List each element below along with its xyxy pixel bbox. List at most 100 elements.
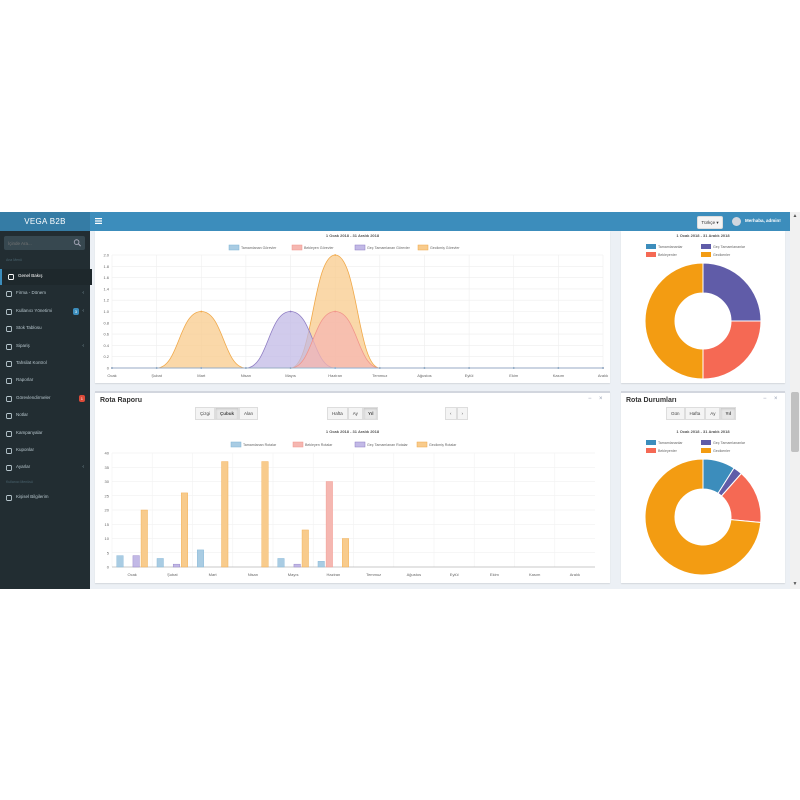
legend-swatch (701, 244, 711, 249)
x-tick-label: Ekim (509, 373, 519, 378)
legend-swatch (646, 448, 656, 453)
tasks-donut-box: 1 Ocak 2018 - 31 Aralık 2018 Tamamlananl… (621, 231, 785, 383)
brand-logo[interactable]: VEGA B2B (0, 212, 90, 231)
scroll-thumb[interactable] (791, 392, 799, 452)
period-month-button[interactable]: Ay (347, 407, 363, 420)
search-input[interactable] (4, 236, 80, 250)
bar (156, 558, 164, 568)
count-badge: 3 (72, 307, 79, 315)
sidebar-item-label: Raporlar (16, 377, 34, 383)
chart-type-bar-button[interactable]: Çubuk (215, 407, 240, 420)
close-icon[interactable]: × (774, 396, 778, 402)
sidebar-item-file[interactable]: Raporlar (0, 373, 90, 389)
data-point (200, 310, 203, 313)
data-point (334, 310, 337, 313)
page-scrollbar[interactable]: ▲ ▼ (790, 212, 800, 589)
y-tick-label: 0.2 (103, 354, 109, 359)
sidebar-item-bullhorn[interactable]: Kampanyalar (0, 426, 90, 442)
chart-type-line-button[interactable]: Çizgi (195, 407, 216, 420)
y-tick-label: 20 (105, 508, 110, 513)
search-icon[interactable] (73, 238, 82, 248)
next-button[interactable]: › (456, 407, 468, 420)
collapse-icon[interactable]: − (763, 396, 767, 402)
route-status-donut-chart: Tamamlananlar Geç Tamamlananlar Bekleyenle… (644, 440, 762, 576)
sidebar-toggle-icon[interactable] (95, 218, 102, 224)
sidebar-item-user[interactable]: Kişisel Bilgilerim (0, 490, 90, 506)
y-tick-label: 1.4 (103, 286, 109, 291)
sidebar-item-label: Kişisel Bilgilerim (16, 494, 49, 499)
sidebar-item-note[interactable]: Notlar (0, 408, 90, 424)
donut-slice (702, 320, 762, 380)
sidebar-item-users[interactable]: Kullanıcı Yönetimi 3 ‹ (0, 304, 90, 320)
money-icon (6, 361, 12, 367)
calendar-icon (6, 395, 12, 402)
legend-label: Gecikenler (713, 449, 731, 453)
bar (261, 461, 269, 568)
legend-label: Gecikmiş Rotalar (429, 443, 457, 447)
status-period-group: Gün Hafta Ay Yıl (666, 407, 736, 420)
scroll-down-icon[interactable]: ▼ (792, 581, 798, 587)
status-period-week-button[interactable]: Hafta (684, 407, 706, 420)
status-period-year-button[interactable]: Yıl (720, 407, 736, 420)
chevron-left-icon: ‹ (82, 307, 84, 314)
sidebar-item-gear[interactable]: Ayarlar ‹ (0, 460, 90, 476)
x-tick-label: Mayıs (285, 373, 296, 378)
table-icon (6, 326, 12, 333)
sidebar-search (4, 236, 85, 250)
y-tick-label: 15 (105, 522, 110, 527)
prev-button[interactable]: ‹ (445, 407, 457, 420)
x-tick-label: Nisan (241, 373, 251, 378)
sidebar-item-calendar[interactable]: Görevlendirmeler 1 (0, 391, 90, 407)
sidebar-item-money[interactable]: Tahsilat Kontrol (0, 356, 90, 372)
collapse-icon[interactable]: − (588, 396, 592, 402)
y-tick-label: 1.0 (103, 309, 109, 314)
data-point (289, 310, 292, 313)
data-point (557, 367, 560, 369)
sidebar-item-label: Kullanıcı Yönetimi (16, 307, 52, 313)
status-period-month-button[interactable]: Ay (705, 407, 721, 420)
data-point (468, 367, 470, 369)
count-badge: 1 (78, 394, 85, 402)
status-period-day-button[interactable]: Gün (666, 407, 685, 420)
pager-group: ‹ › (445, 407, 468, 420)
sidebar-item-label: Firma - Dönem (16, 290, 47, 296)
legend-swatch (701, 440, 711, 445)
route-status-box: Rota Durumları − × Gün Hafta Ay Yıl 1 Oc… (621, 391, 785, 583)
sidebar-section-main: Ana Menü (6, 258, 22, 262)
bar (301, 529, 309, 568)
sidebar-item-tags[interactable]: Firma - Dönem ‹ (0, 286, 90, 302)
language-dropdown[interactable]: Türkçe ▾ (697, 216, 723, 229)
x-tick-label: Ocak (127, 572, 136, 577)
x-tick-label: Temmuz (372, 373, 387, 378)
tasks-donut-chart: Tamamlananlar Geç Tamamlananlar Bekleyenle… (644, 244, 762, 380)
period-week-button[interactable]: Hafta (327, 407, 348, 420)
tasks-area-chart: Tamamlanan Görevler Bekleyen Görevler Geç … (103, 244, 608, 378)
y-tick-label: 10 (105, 536, 110, 541)
bar (140, 509, 148, 568)
x-tick-label: Nisan (248, 572, 258, 577)
bullhorn-icon (6, 430, 12, 437)
sidebar-item-label: Ayarlar (16, 464, 31, 470)
user-greeting[interactable]: Merhaba, admin! (745, 218, 781, 223)
sidebar-item-dashboard[interactable]: Genel Bakış (0, 269, 92, 285)
period-year-button[interactable]: Yıl (362, 407, 379, 420)
y-tick-label: 0.6 (103, 332, 109, 337)
avatar[interactable] (732, 217, 741, 226)
x-tick-label: Aralık (598, 373, 608, 378)
scroll-up-icon[interactable]: ▲ (792, 213, 798, 219)
close-icon[interactable]: × (599, 396, 603, 402)
data-point (155, 367, 158, 369)
sidebar: VEGA B2B Ana Menü Genel Bakış Firma - Dön… (0, 212, 92, 589)
y-tick-label: 1.2 (103, 298, 109, 303)
chevron-left-icon: ‹ (82, 290, 84, 297)
chart-type-area-button[interactable]: Alan (239, 407, 259, 420)
sidebar-item-cart[interactable]: Sipariş ‹ (0, 339, 90, 355)
legend-label: Tamamlananlar (658, 441, 683, 445)
sidebar-item-table[interactable]: Stok Tablosu (0, 321, 90, 337)
sidebar-item-ticket[interactable]: Kuponlar (0, 443, 90, 459)
legend-swatch (646, 252, 656, 257)
legend-label: Bekleyenler (658, 449, 678, 453)
x-tick-label: Şubat (167, 572, 178, 577)
sidebar-item-label: Kuponlar (16, 447, 35, 452)
y-tick-label: 2.0 (103, 253, 109, 258)
